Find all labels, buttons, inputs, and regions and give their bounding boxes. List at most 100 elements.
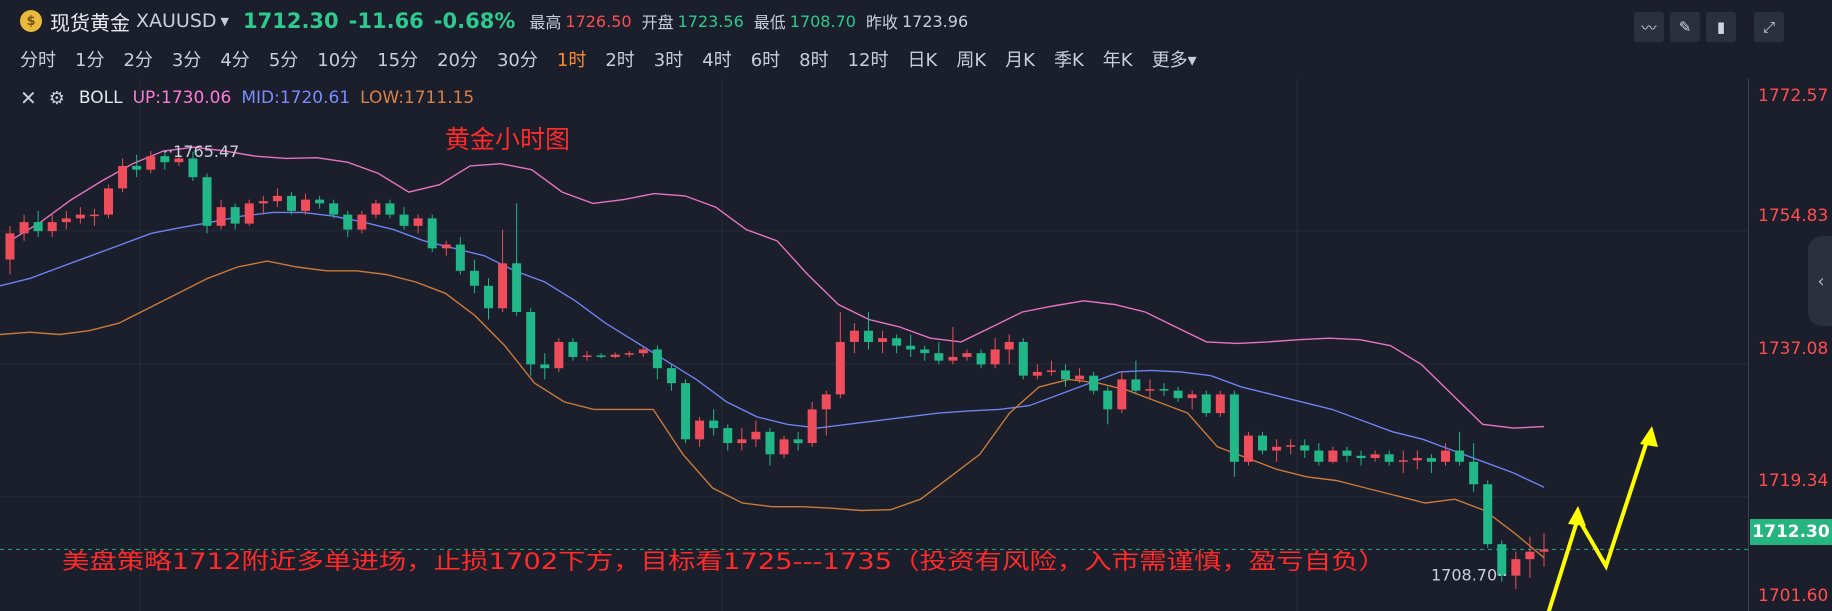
tab-period[interactable]: 周K	[956, 50, 987, 71]
candle-body	[1497, 544, 1507, 576]
forecast-path	[1546, 437, 1650, 611]
candle-body	[1398, 460, 1408, 462]
candle-body	[1229, 394, 1239, 462]
tab-period[interactable]: 4时	[702, 50, 732, 71]
candle-body	[469, 270, 479, 286]
candle-body	[61, 218, 71, 223]
candlestick-series	[5, 150, 1549, 590]
candle-body	[765, 431, 775, 455]
candle-body	[934, 353, 944, 361]
candle-body	[1412, 458, 1422, 461]
boll-up-value: UP:1730.06	[132, 88, 232, 108]
candle-body	[1032, 371, 1042, 376]
tab-period[interactable]: 6时	[750, 50, 781, 71]
candle-body	[1384, 454, 1394, 462]
indicator-settings-icon[interactable]: ⚙	[48, 87, 65, 109]
tab-period[interactable]: 10分	[317, 50, 359, 71]
candle-body	[821, 394, 831, 410]
candle-body	[990, 349, 1000, 365]
forecast-arrowhead	[1640, 426, 1658, 447]
candle-body	[301, 199, 311, 211]
tab-period[interactable]: 12时	[847, 50, 889, 71]
tab-more[interactable]: 更多▾	[1151, 50, 1197, 71]
price-chart[interactable]: ··1765.47 1708.70·· 黄金小时图美盘策略1712附近多单进场，止损…	[0, 78, 1832, 611]
draw-icon[interactable]: ✎	[1670, 12, 1700, 42]
tab-period[interactable]: 3分	[171, 50, 202, 71]
tab-period[interactable]: 20分	[437, 50, 478, 71]
candle-body	[343, 214, 353, 230]
collapse-panel-icon[interactable]: ‹	[1808, 236, 1832, 326]
close-indicator-icon[interactable]: ✕	[20, 86, 37, 110]
low-value: 1708.70	[789, 11, 856, 31]
candle-body	[146, 156, 156, 170]
indicator-icon[interactable]: 〰	[1634, 12, 1664, 42]
candle-body	[1286, 445, 1296, 447]
candle-body	[19, 222, 29, 234]
candle-body	[638, 349, 648, 354]
fullscreen-icon[interactable]: ⤢	[1754, 12, 1784, 42]
prev-close-value: 1723.96	[901, 11, 969, 31]
tab-period[interactable]: 4分	[220, 50, 250, 71]
max-price-marker: ··1765.47	[163, 142, 239, 161]
y-tick-label: 1719.34	[1758, 471, 1829, 491]
symbol-dropdown-icon[interactable]: ▼	[220, 14, 229, 28]
candle-body	[1539, 549, 1549, 552]
candle-body	[1272, 446, 1282, 451]
instrument-symbol[interactable]: XAUUSD	[136, 10, 217, 32]
boll-low-value: LOW:1711.15	[360, 88, 475, 108]
candle-body	[666, 368, 676, 384]
candle-body	[455, 244, 465, 271]
candle-body	[132, 165, 142, 170]
candle-body	[1258, 435, 1268, 451]
candle-body	[1455, 450, 1465, 462]
chart-title: 黄金小时图	[445, 125, 570, 154]
tab-period[interactable]: 1分	[75, 50, 105, 71]
quote-header: $ 现货黄金 XAUUSD ▼ 1712.30 -11.66 -0.68% 最高…	[0, 0, 1832, 42]
boll-mid-line	[0, 211, 1545, 488]
candle-body	[835, 341, 845, 395]
tab-period[interactable]: 月K	[1005, 50, 1035, 71]
candle-body	[807, 409, 817, 444]
candle-body	[1061, 370, 1071, 380]
candle-body	[1004, 341, 1014, 350]
candle-body	[849, 330, 859, 342]
candle-body	[1046, 370, 1056, 372]
candle-body	[1131, 379, 1141, 391]
candle-body	[216, 207, 226, 226]
tab-period[interactable]: 2分	[123, 50, 153, 71]
candle-body	[1314, 450, 1324, 462]
candle-body	[188, 158, 198, 178]
candle-body	[1426, 458, 1436, 462]
tab-period[interactable]: 3时	[653, 50, 684, 71]
tab-period-active[interactable]: 1时	[556, 50, 587, 71]
candle-body	[104, 188, 114, 215]
tab-period[interactable]: 15分	[377, 50, 419, 71]
price-change: -11.66	[348, 9, 424, 33]
tab-period[interactable]: 日K	[907, 50, 938, 71]
candle-body	[863, 330, 873, 342]
tab-period[interactable]: 分时	[20, 50, 56, 71]
tab-period[interactable]: 5分	[268, 50, 299, 71]
candle-body	[751, 431, 761, 440]
candle-body	[258, 201, 268, 204]
forecast-arrowhead	[1568, 506, 1586, 526]
y-tick-label: 1737.08	[1758, 339, 1829, 359]
candle-body	[709, 420, 719, 429]
tab-period[interactable]: 8时	[799, 50, 829, 71]
candle-body	[1103, 390, 1113, 410]
candle-body	[1159, 389, 1169, 391]
boll-low-line	[0, 260, 1545, 559]
candle-body	[371, 203, 381, 215]
candle-body	[1356, 455, 1366, 459]
tab-period[interactable]: 2时	[605, 50, 635, 71]
candle-body	[878, 338, 888, 342]
candle-body	[976, 353, 986, 365]
candle-type-icon[interactable]: ▮	[1706, 12, 1736, 42]
tab-period[interactable]: 季K	[1053, 50, 1084, 71]
tab-period[interactable]: 年K	[1102, 50, 1133, 71]
candle-body	[1440, 450, 1450, 462]
tab-period[interactable]: 30分	[496, 50, 538, 71]
candle-body	[89, 214, 99, 217]
y-tick-label: 1701.60	[1758, 586, 1829, 606]
indicator-name[interactable]: BOLL	[78, 88, 123, 108]
